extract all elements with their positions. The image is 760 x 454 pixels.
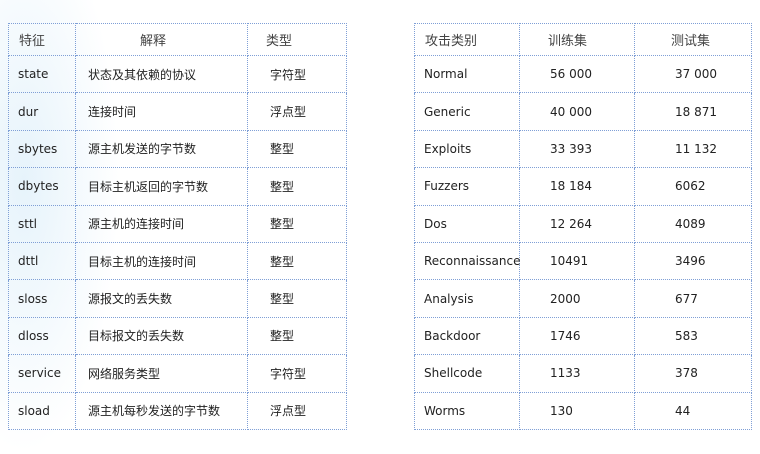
table-cell: 目标主机的连接时间: [75, 241, 248, 281]
table-cell: 40 000: [519, 92, 635, 131]
table-cell: sload: [8, 391, 76, 430]
table-cell: 10491: [519, 241, 635, 281]
table-cell: 状态及其依赖的协议: [75, 54, 248, 94]
table-cell: 1133: [519, 354, 635, 393]
table-cell: Normal: [414, 54, 520, 94]
table-cell: 整型: [247, 316, 347, 356]
table-cell: 字符型: [247, 354, 347, 393]
table-cell: dttl: [8, 241, 76, 281]
table-row: Dos 12 264 4089: [414, 204, 752, 243]
table-cell: sttl: [8, 204, 76, 243]
table-row: Shellcode 1133 378: [414, 354, 752, 393]
table-cell: service: [8, 354, 76, 393]
table-cell: 源报文的丢失数: [75, 279, 248, 318]
table-cell: 18 184: [519, 167, 635, 206]
table-cell: 整型: [247, 129, 347, 169]
table-row: service 网络服务类型 字符型: [8, 354, 347, 393]
table-cell: 33 393: [519, 129, 635, 169]
table-row: Normal 56 000 37 000: [414, 54, 752, 94]
table-row: sloss 源报文的丢失数 整型: [8, 279, 347, 318]
table-cell: sbytes: [8, 129, 76, 169]
table-cell: 130: [519, 391, 635, 430]
table-row: dttl 目标主机的连接时间 整型: [8, 241, 347, 281]
table-cell: Reconnaissance: [414, 241, 520, 281]
table-cell: 583: [634, 316, 752, 356]
table-cell: 6062: [634, 167, 752, 206]
table-cell: 整型: [247, 204, 347, 243]
table-cell: dur: [8, 92, 76, 131]
table-cell: 3496: [634, 241, 752, 281]
table-cell: 1746: [519, 316, 635, 356]
table-cell: dbytes: [8, 167, 76, 206]
table-cell: 源主机发送的字节数: [75, 129, 248, 169]
table-cell: 4089: [634, 204, 752, 243]
table-cell: 56 000: [519, 54, 635, 94]
features-table: 特征 解释 类型 state 状态及其依赖的协议 字符型 dur 连接时间 浮点型 sbytes 源…: [8, 23, 347, 430]
table-cell: 目标报文的丢失数: [75, 316, 248, 356]
table-row: Exploits 33 393 11 132: [414, 129, 752, 169]
table-row: Analysis 2000 677: [414, 279, 752, 318]
table-cell: 浮点型: [247, 92, 347, 131]
table-row: dur 连接时间 浮点型: [8, 92, 347, 131]
table-cell: 11 132: [634, 129, 752, 169]
table-row: sttl 源主机的连接时间 整型: [8, 204, 347, 243]
column-header: 测试集: [634, 23, 752, 56]
table-cell: Fuzzers: [414, 167, 520, 206]
table-cell: 37 000: [634, 54, 752, 94]
table-row: Generic 40 000 18 871: [414, 92, 752, 131]
column-header: 类型: [247, 23, 347, 56]
table-row: sbytes 源主机发送的字节数 整型: [8, 129, 347, 169]
table-cell: 浮点型: [247, 391, 347, 430]
table-cell: 12 264: [519, 204, 635, 243]
table-cell: 源主机每秒发送的字节数: [75, 391, 248, 430]
table-row: dbytes 目标主机返回的字节数 整型: [8, 167, 347, 206]
table-cell: Backdoor: [414, 316, 520, 356]
attack-category-table: 攻击类别 训练集 测试集 Normal 56 000 37 000 Generic 40 00…: [414, 23, 752, 430]
table-cell: 2000: [519, 279, 635, 318]
table-row: Fuzzers 18 184 6062: [414, 167, 752, 206]
column-header: 攻击类别: [414, 23, 520, 56]
table-cell: Shellcode: [414, 354, 520, 393]
table-cell: 18 871: [634, 92, 752, 131]
table-row: Backdoor 1746 583: [414, 316, 752, 356]
column-header: 特征: [8, 23, 76, 56]
header-row: 特征 解释 类型: [8, 23, 347, 56]
header-row: 攻击类别 训练集 测试集: [414, 23, 752, 56]
table-cell: Generic: [414, 92, 520, 131]
table-cell: state: [8, 54, 76, 94]
table-cell: 目标主机返回的字节数: [75, 167, 248, 206]
table-cell: Exploits: [414, 129, 520, 169]
column-header: 解释: [75, 23, 248, 56]
table-row: sload 源主机每秒发送的字节数 浮点型: [8, 391, 347, 430]
table-row: state 状态及其依赖的协议 字符型: [8, 54, 347, 94]
column-header: 训练集: [519, 23, 635, 56]
table-cell: Analysis: [414, 279, 520, 318]
table-row: Reconnaissance 10491 3496: [414, 241, 752, 281]
table-cell: 整型: [247, 279, 347, 318]
table-cell: Dos: [414, 204, 520, 243]
table-cell: 整型: [247, 167, 347, 206]
table-cell: Worms: [414, 391, 520, 430]
table-cell: 整型: [247, 241, 347, 281]
table-cell: 连接时间: [75, 92, 248, 131]
table-cell: sloss: [8, 279, 76, 318]
table-row: Worms 130 44: [414, 391, 752, 430]
table-cell: 字符型: [247, 54, 347, 94]
table-row: dloss 目标报文的丢失数 整型: [8, 316, 347, 356]
table-cell: 677: [634, 279, 752, 318]
table-cell: 378: [634, 354, 752, 393]
table-cell: 44: [634, 391, 752, 430]
table-cell: 网络服务类型: [75, 354, 248, 393]
table-cell: dloss: [8, 316, 76, 356]
table-cell: 源主机的连接时间: [75, 204, 248, 243]
